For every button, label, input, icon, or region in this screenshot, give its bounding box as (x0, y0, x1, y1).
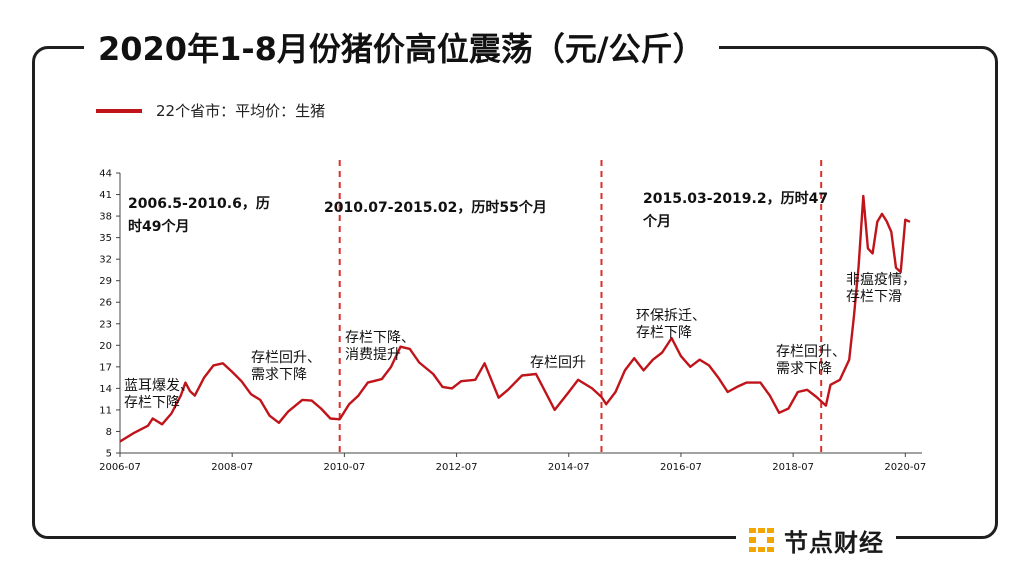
legend-label: 22个省市：平均价：生猪 (156, 102, 326, 120)
y-tick-label: 17 (99, 362, 112, 373)
y-tick-label: 38 (99, 212, 112, 223)
annotation-label: 存栏下降 (636, 325, 692, 341)
x-tick-label: 2020-07 (884, 462, 926, 473)
y-tick-label: 5 (106, 449, 112, 460)
annotation-label: 存栏下滑 (846, 288, 902, 305)
annotation-label: 非瘟疫情， (846, 271, 916, 288)
annotation-label: 存栏下降、 (345, 330, 415, 346)
x-tick-label: 2014-07 (548, 462, 590, 473)
annotation-label: 存栏回升、 (251, 350, 321, 366)
legend-swatch (96, 108, 142, 113)
title-container: 2020年1-8月份猪价高位震荡（元/公斤） (84, 20, 719, 74)
annotation-label: 环保拆迁、 (636, 308, 706, 324)
y-tick-label: 32 (99, 255, 112, 266)
chart-title: 2020年1-8月份猪价高位震荡（元/公斤） (98, 30, 705, 68)
x-tick-label: 2018-07 (772, 462, 814, 473)
period-label: 个月 (642, 213, 671, 230)
annotation-label: 蓝耳爆发、 (124, 378, 194, 394)
y-tick-label: 29 (99, 276, 112, 287)
annotation-label: 存栏下降 (124, 395, 180, 411)
y-tick-label: 41 (99, 190, 112, 201)
annotation-label: 消费提升 (345, 347, 401, 363)
price-series-line (119, 194, 911, 443)
legend: 22个省市：平均价：生猪 (96, 100, 325, 121)
brand-logo: 节点财经 (736, 516, 896, 564)
annotation-label: 存栏回升 (530, 355, 586, 371)
period-label: 2010.07-2015.02，历时55个月 (324, 199, 547, 216)
y-tick-label: 26 (99, 298, 112, 309)
y-tick-label: 11 (99, 405, 112, 416)
x-tick-label: 2008-07 (211, 462, 253, 473)
y-tick-label: 14 (99, 384, 112, 395)
annotation-label: 需求下降 (776, 361, 832, 377)
y-tick-label: 20 (99, 341, 112, 352)
period-label: 2015.03-2019.2，历时47 (643, 190, 828, 207)
annotation-label: 存栏回升、 (776, 344, 846, 360)
x-tick-label: 2006-07 (99, 462, 141, 473)
brand-name: 节点财经 (784, 528, 884, 557)
brand-logo-icon (749, 528, 774, 552)
x-tick-label: 2010-07 (323, 462, 365, 473)
annotation-label: 需求下降 (251, 367, 307, 383)
x-tick-label: 2016-07 (660, 462, 702, 473)
period-label: 2006.5-2010.6，历 (128, 196, 270, 212)
y-tick-label: 35 (99, 233, 112, 244)
y-tick-label: 44 (99, 169, 112, 180)
period-label: 时49个月 (128, 218, 189, 235)
x-tick-label: 2012-07 (436, 462, 478, 473)
y-tick-label: 8 (106, 427, 112, 438)
y-tick-label: 23 (99, 319, 112, 330)
